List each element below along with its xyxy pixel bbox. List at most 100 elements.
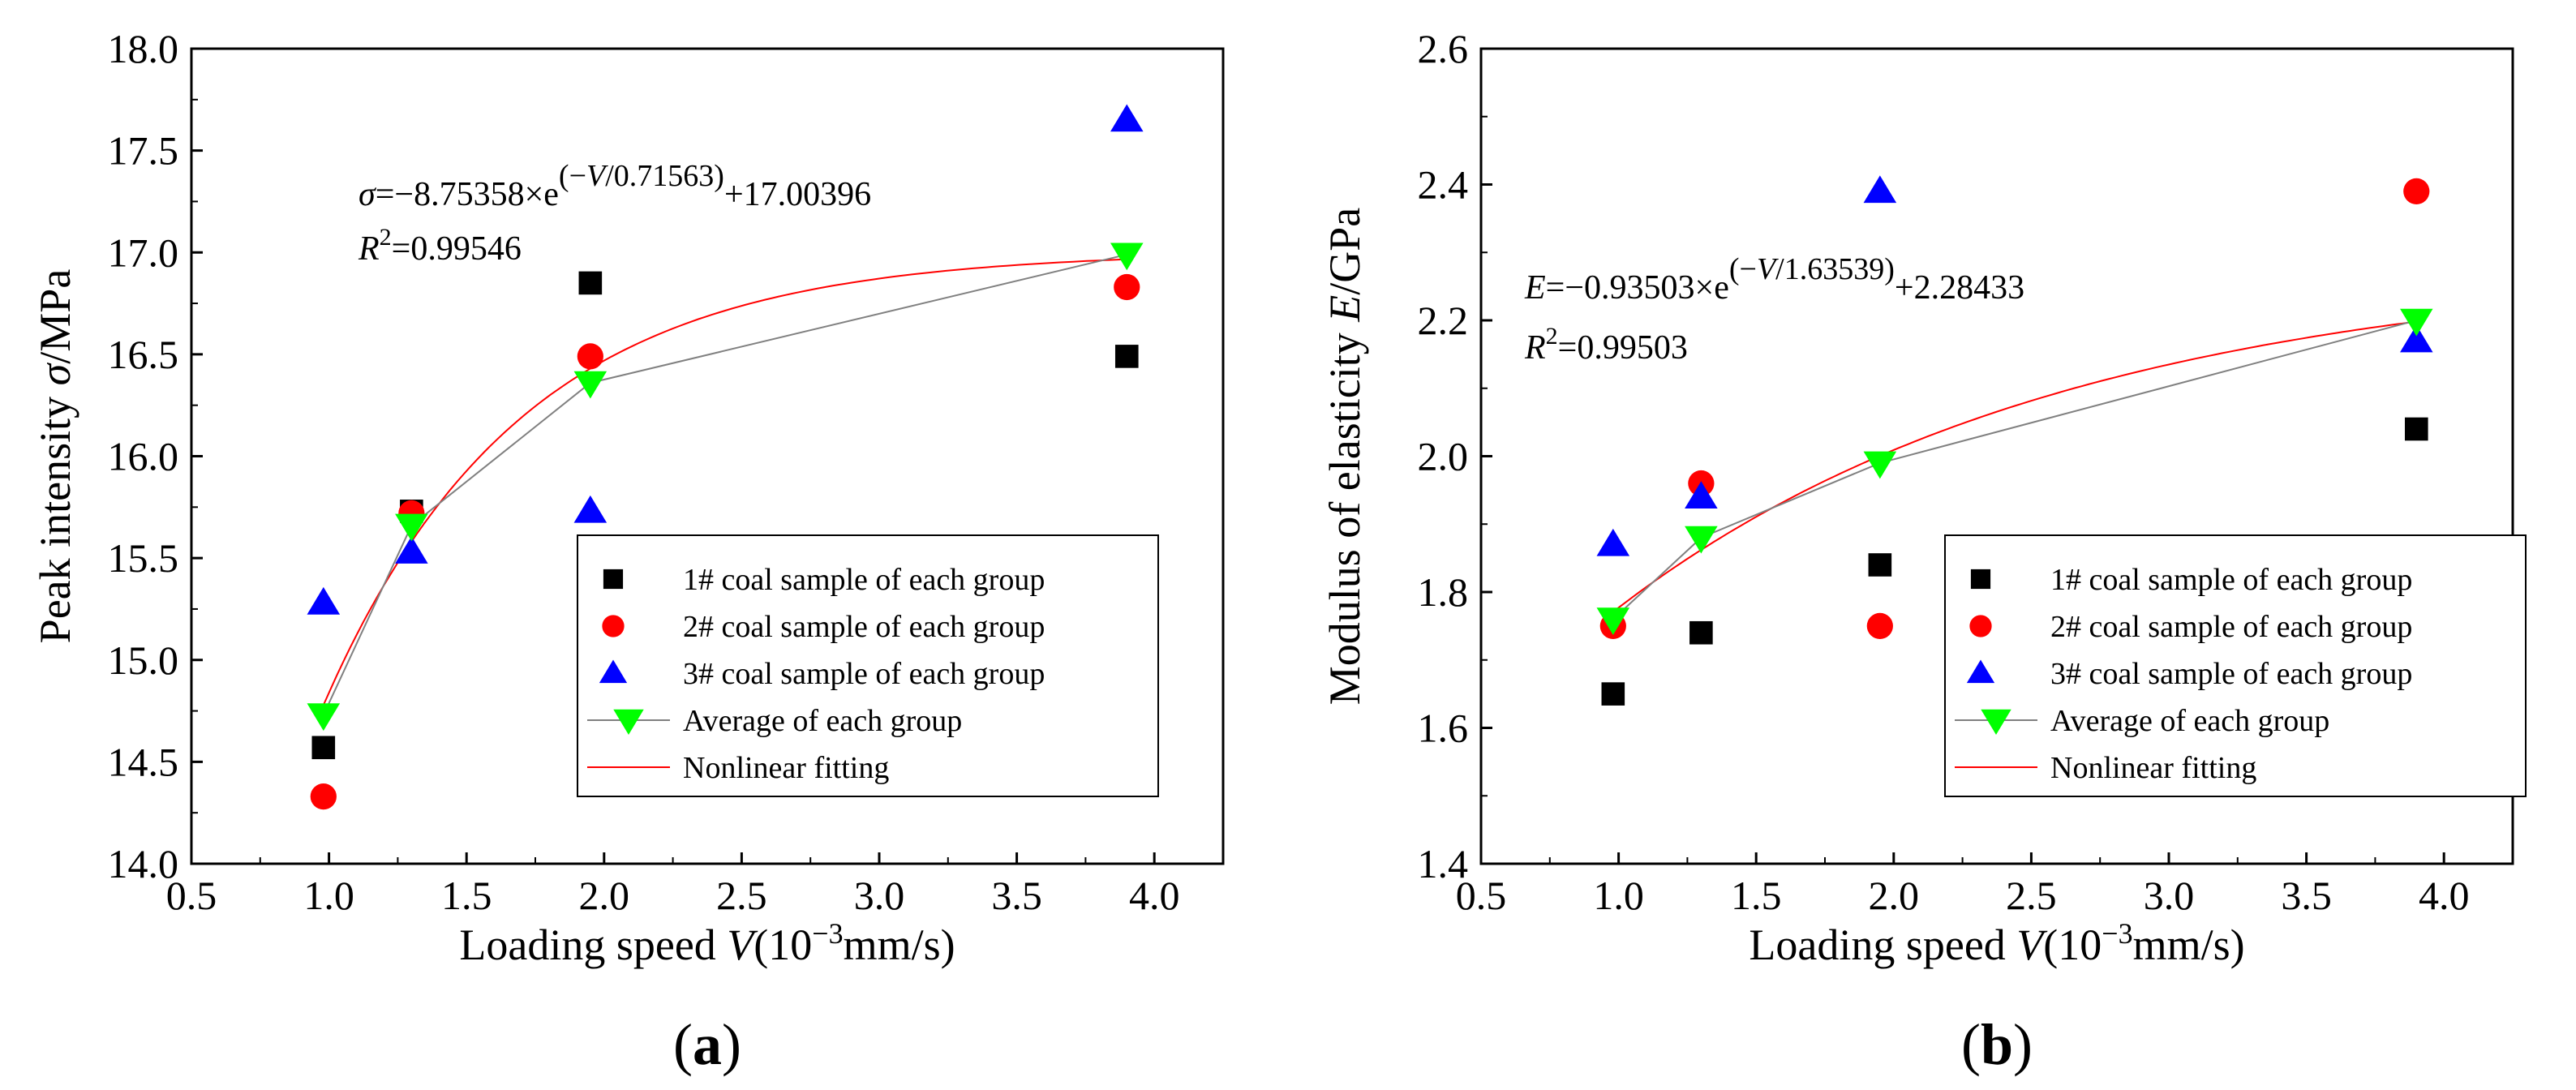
r-squared-symbol: R xyxy=(1524,329,1546,367)
average-line xyxy=(322,253,1127,716)
legend-label: Nonlinear fitting xyxy=(2050,751,2256,785)
fit-curve xyxy=(1612,320,2417,613)
y-axis-title-symbol: σ xyxy=(31,362,79,385)
y-tick-label: 16.0 xyxy=(108,434,179,479)
equation-exponent: /1.63539) xyxy=(1775,252,1895,286)
equation-exponent: /0.71563) xyxy=(605,159,724,193)
x-tick-label: 2.0 xyxy=(1869,873,1920,918)
x-tick-label: 1.5 xyxy=(1731,873,1782,918)
panel-label-paren: ) xyxy=(2013,1012,2033,1077)
equation-exponent: (− xyxy=(1729,252,1757,286)
point-series-2 xyxy=(1866,612,1893,639)
x-axis-title-text: mm/s) xyxy=(2133,920,2245,969)
y-tick-label: 14.5 xyxy=(108,739,179,784)
legend: 1# coal sample of each group 2# coal samp… xyxy=(1944,534,2527,797)
panel-label-paren: ) xyxy=(722,1012,741,1077)
x-axis-title-text: (10 xyxy=(2043,920,2102,969)
panel-label: (a) xyxy=(673,1012,741,1077)
y-tick-label: 2.4 xyxy=(1418,162,1469,208)
y-axis-title: Peak intensity σ/MPa xyxy=(31,269,79,644)
x-axis-title-text: Loading speed xyxy=(459,920,727,969)
legend-marker xyxy=(602,615,625,637)
point-series-3 xyxy=(395,536,428,564)
legend-label: 2# coal sample of each group xyxy=(2050,610,2412,644)
x-tick-label: 4.0 xyxy=(1129,873,1180,918)
y-tick-label: 1.8 xyxy=(1418,569,1469,615)
point-series-3 xyxy=(1685,481,1718,509)
y-tick-label: 18.0 xyxy=(108,26,179,71)
panel-label: (b) xyxy=(1961,1012,2033,1077)
point-series-4 xyxy=(2400,308,2433,337)
point-series-4 xyxy=(1596,607,1630,635)
y-tick-label: 14.0 xyxy=(108,841,179,886)
equation-text: =−8.75358×e xyxy=(376,176,559,213)
panel-label-paren: ( xyxy=(673,1012,693,1077)
x-tick-label: 4.0 xyxy=(2419,873,2470,918)
point-series-1 xyxy=(1868,553,1892,577)
y-tick-label: 17.0 xyxy=(108,230,179,275)
fit-curve xyxy=(322,258,1127,706)
equation-exponent: (− xyxy=(559,159,586,193)
r-squared: R2=0.99503 xyxy=(1524,323,1688,367)
point-series-1 xyxy=(578,271,603,295)
x-axis-title-text: mm/s) xyxy=(844,920,955,969)
x-tick-label: 1.0 xyxy=(303,873,354,918)
legend-marker xyxy=(1970,569,1991,590)
legend-label: Average of each group xyxy=(683,704,962,738)
x-tick-label: 1.0 xyxy=(1593,873,1644,918)
equation-symbol: σ xyxy=(358,176,377,213)
legend-label: Average of each group xyxy=(2050,704,2329,738)
equation-text: =−0.93503×e xyxy=(1546,269,1729,307)
point-series-3 xyxy=(1863,175,1897,204)
x-axis-title-text: Loading speed xyxy=(1749,920,2016,969)
r-squared-value: =0.99503 xyxy=(1558,329,1688,367)
y-tick-label: 15.0 xyxy=(108,637,179,683)
legend-marker xyxy=(1966,659,1995,684)
legend-marker xyxy=(613,709,644,735)
x-tick-label: 2.0 xyxy=(579,873,630,918)
fit-equation: E=−0.93503×e(−V/1.63539)+2.28433 xyxy=(1524,252,2024,307)
r-squared-superscript: 2 xyxy=(1546,323,1558,350)
legend-marker xyxy=(599,659,628,684)
point-series-2 xyxy=(577,343,603,370)
x-tick-label: 2.5 xyxy=(2006,873,2057,918)
r-squared-symbol: R xyxy=(358,230,380,268)
legend-label: 1# coal sample of each group xyxy=(683,563,1045,597)
y-axis-title-text: Peak intensity xyxy=(31,385,79,643)
legend-box xyxy=(577,534,1159,797)
y-axis-title-symbol: E xyxy=(1320,295,1369,323)
legend-label: 1# coal sample of each group xyxy=(2050,563,2412,597)
fit-equation: σ=−8.75358×e(−V/0.71563)+17.00396 xyxy=(358,159,871,213)
legend-marker xyxy=(1969,615,1992,637)
legend-label: 2# coal sample of each group xyxy=(683,610,1045,644)
legend: 1# coal sample of each group 2# coal samp… xyxy=(577,534,1159,797)
legend-label: 3# coal sample of each group xyxy=(683,657,1045,691)
equation-exponent-symbol: V xyxy=(586,159,608,193)
x-axis-title: Loading speed V(10−3mm/s) xyxy=(459,917,955,969)
point-series-4 xyxy=(395,513,428,542)
point-series-3 xyxy=(1596,528,1630,556)
y-axis-title-text: /MPa xyxy=(31,269,79,364)
point-series-4 xyxy=(1863,451,1897,479)
y-axis-title: Modulus of elasticity E/GPa xyxy=(1320,208,1369,705)
x-tick-label: 3.0 xyxy=(854,873,905,918)
point-series-3 xyxy=(1110,104,1144,132)
average-line xyxy=(1612,320,2417,620)
x-axis-title-superscript: −3 xyxy=(2102,917,2132,950)
legend-marker xyxy=(1981,709,2011,735)
point-series-1 xyxy=(2404,417,2428,441)
legend-marker xyxy=(603,569,624,590)
panel-label-letter: a xyxy=(693,1012,722,1077)
y-tick-label: 15.5 xyxy=(108,535,179,581)
r-squared-superscript: 2 xyxy=(380,224,392,251)
x-axis-title-symbol: V xyxy=(727,920,758,969)
point-series-1 xyxy=(311,736,336,760)
y-axis-title-text: Modulus of elasticity xyxy=(1320,322,1369,705)
y-tick-label: 17.5 xyxy=(108,128,179,174)
x-axis-title-text: (10 xyxy=(753,920,812,969)
y-tick-label: 2.6 xyxy=(1418,26,1469,71)
x-tick-label: 1.5 xyxy=(441,873,492,918)
point-series-1 xyxy=(1601,682,1625,706)
panel-label-letter: b xyxy=(1981,1012,2013,1077)
legend-box xyxy=(1944,534,2527,797)
